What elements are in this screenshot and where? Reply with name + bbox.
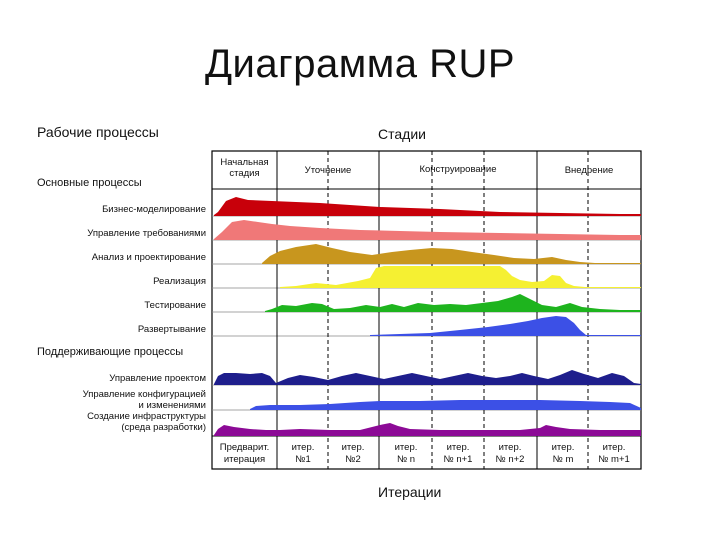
discipline-environment: Создание инфраструктуры (среда разработки… bbox=[87, 411, 206, 433]
iteration-preliminary: Предварит. итерация bbox=[219, 442, 270, 465]
phase-elaboration: Уточнение bbox=[304, 165, 352, 176]
iteration-m-plus-1: итер. № m+1 bbox=[598, 442, 630, 465]
hump-config-change-mgmt bbox=[250, 400, 641, 410]
discipline-project-management: Управление проектом bbox=[109, 373, 206, 384]
iterations-label: Итерации bbox=[378, 484, 442, 500]
hump-environment bbox=[214, 423, 641, 436]
supporting-workflows-label: Поддерживающие процессы bbox=[37, 346, 184, 358]
hump-requirements bbox=[214, 220, 641, 240]
iteration-n-plus-2: итер. № n+2 bbox=[495, 442, 525, 465]
iteration-n: итер. № n bbox=[394, 442, 418, 465]
discipline-test: Тестирование bbox=[144, 300, 206, 311]
hump-implementation bbox=[280, 266, 641, 288]
hump-deployment bbox=[370, 316, 641, 336]
discipline-requirements: Управление требованиями bbox=[87, 228, 206, 239]
phases-header: Стадии bbox=[378, 126, 426, 142]
discipline-business-modeling: Бизнес-моделирование bbox=[102, 204, 206, 215]
iteration-1: итер. №1 bbox=[291, 442, 315, 465]
iteration-m: итер. № m bbox=[551, 442, 575, 465]
hump-analysis-design bbox=[262, 244, 641, 264]
workflows-header: Рабочие процессы bbox=[37, 124, 159, 140]
hump-test bbox=[265, 294, 641, 312]
hump-business-modeling bbox=[214, 197, 641, 216]
hump-project-management bbox=[214, 370, 641, 385]
discipline-deployment: Развертывание bbox=[137, 324, 206, 335]
phase-inception: Начальная стадия bbox=[220, 157, 269, 179]
slide-title: Диаграмма RUP bbox=[204, 42, 516, 86]
core-workflows-label: Основные процессы bbox=[37, 177, 142, 189]
iteration-n-plus-1: итер. № n+1 bbox=[443, 442, 473, 465]
discipline-analysis-design: Анализ и проектирование bbox=[91, 252, 206, 263]
discipline-implementation: Реализация bbox=[153, 276, 206, 287]
iteration-2: итер. №2 bbox=[341, 442, 365, 465]
phase-transition: Внедрение bbox=[564, 165, 614, 176]
phase-construction: Конструирование bbox=[419, 164, 497, 175]
discipline-config-change-mgmt: Управление конфигурацией и изменениями bbox=[82, 389, 206, 411]
